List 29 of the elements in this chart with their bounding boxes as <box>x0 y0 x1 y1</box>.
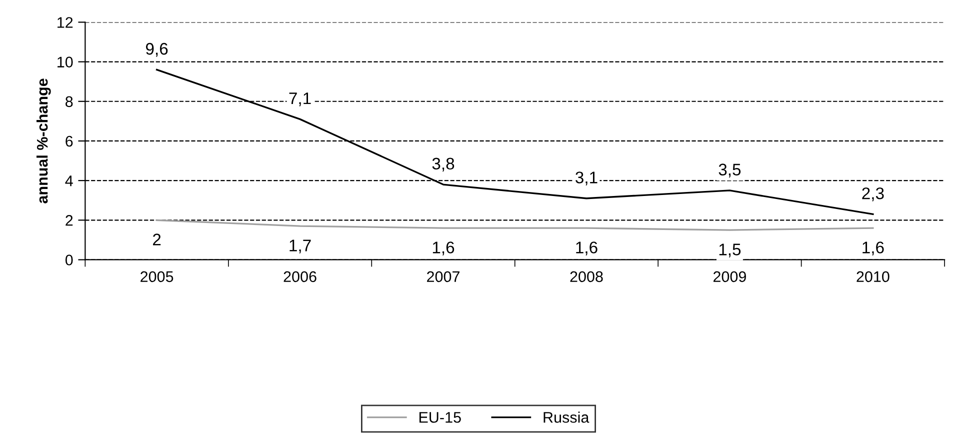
y-tick-label: 2 <box>66 215 73 226</box>
y-axis-title: annual %-change <box>36 78 51 204</box>
y-tick-label: 10 <box>58 56 73 68</box>
y-tick-label: 6 <box>66 136 73 147</box>
data-label: 1,6 <box>862 242 884 256</box>
data-label: 9,6 <box>146 42 168 57</box>
data-label: 1,6 <box>432 242 454 256</box>
x-tick-label: 2009 <box>713 271 746 282</box>
legend-label: Russia <box>544 412 590 423</box>
x-tick-label: 2006 <box>284 271 316 282</box>
y-tick-label: 0 <box>65 254 73 266</box>
data-label: 1,6 <box>576 242 598 256</box>
data-label: 3,1 <box>576 172 598 186</box>
y-tick-label: 8 <box>66 96 73 108</box>
x-tick-label: 2007 <box>427 271 460 282</box>
x-tick-label: 2010 <box>856 271 890 282</box>
data-label: 2 <box>152 234 161 246</box>
x-tick-label: 2005 <box>140 271 174 282</box>
data-label: 7,1 <box>289 92 311 106</box>
data-label: 3,5 <box>718 164 741 178</box>
data-label: 3,8 <box>432 158 454 172</box>
data-label: 1,5 <box>719 244 741 258</box>
y-tick-label: 4 <box>65 176 73 186</box>
legend-label: EU-15 <box>419 412 461 423</box>
data-label: 2,3 <box>862 187 884 202</box>
line-series <box>156 219 874 231</box>
data-label: 1,7 <box>290 240 311 254</box>
x-tick-label: 2008 <box>570 271 603 282</box>
y-tick-label: 12 <box>58 17 73 28</box>
